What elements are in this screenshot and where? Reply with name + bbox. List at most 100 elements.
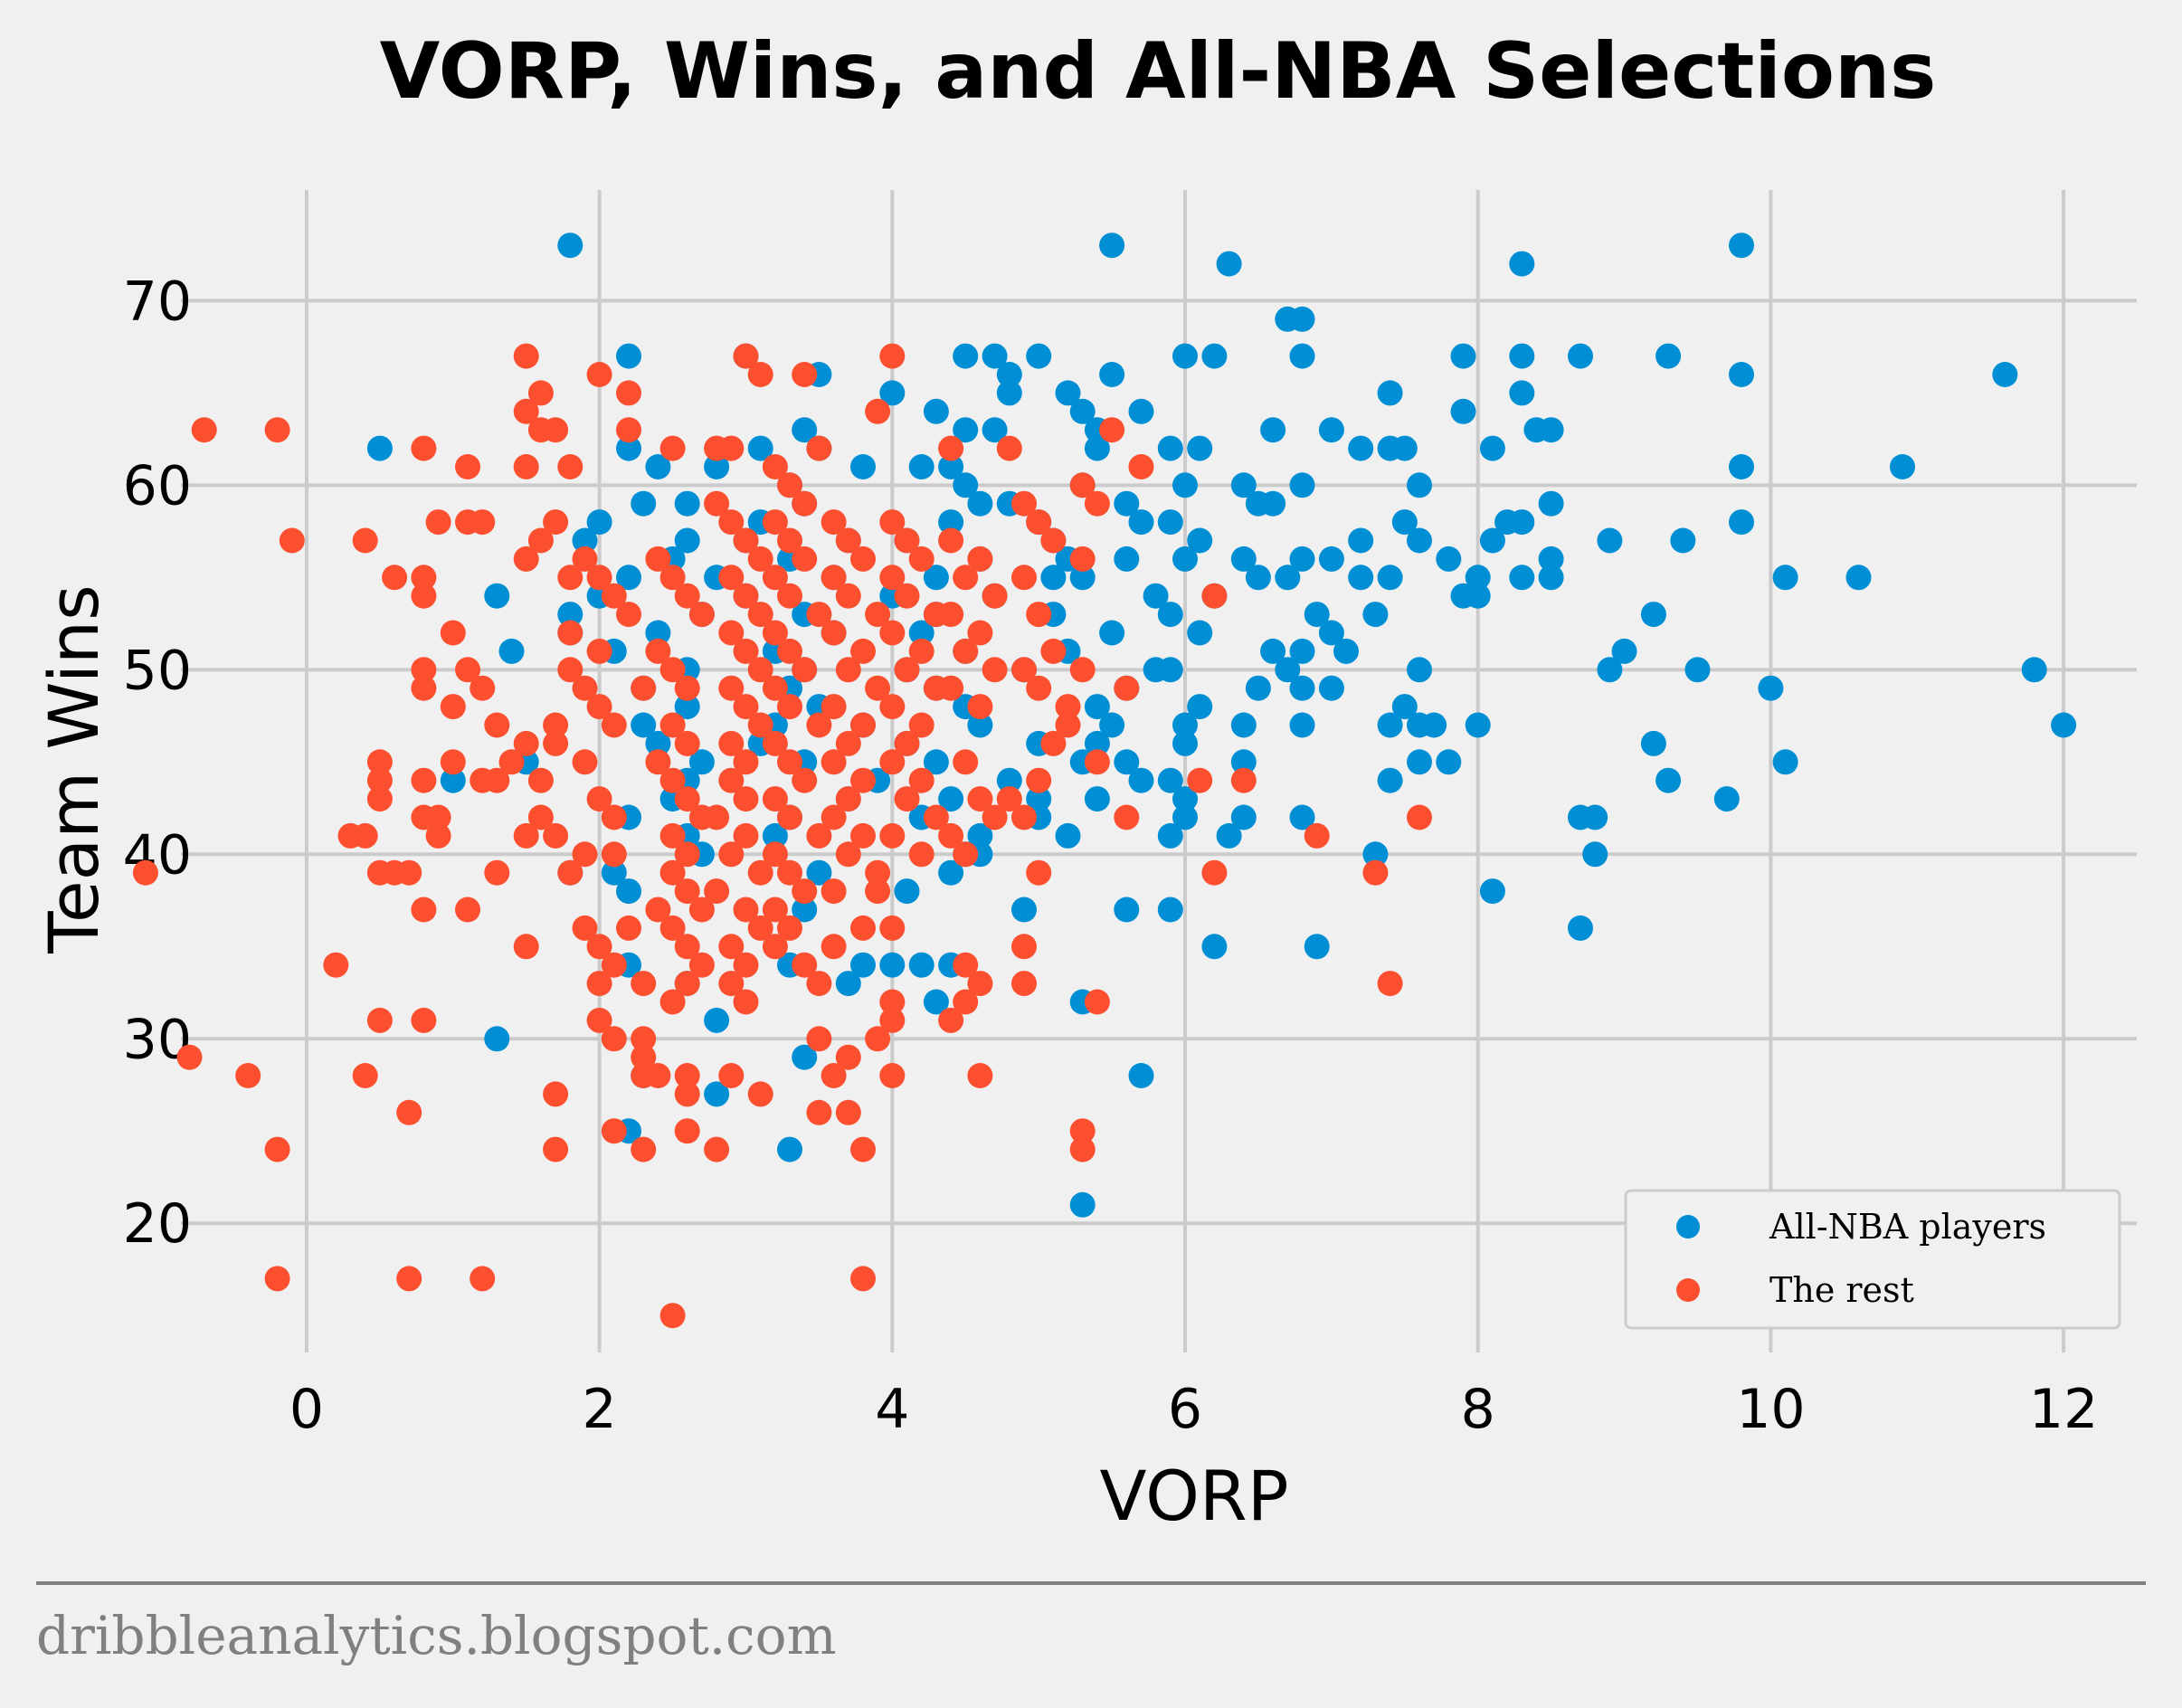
scatter-point	[1069, 472, 1096, 498]
scatter-point	[1011, 565, 1037, 591]
scatter-point	[586, 934, 612, 960]
scatter-point	[1011, 657, 1037, 683]
scatter-point	[455, 454, 480, 479]
scatter-point	[908, 767, 934, 793]
scatter-point	[616, 915, 641, 941]
scatter-point	[1128, 509, 1154, 536]
scatter-point	[352, 822, 378, 849]
scatter-point	[1377, 767, 1403, 793]
scatter-point	[1377, 565, 1403, 591]
scatter-point	[718, 767, 745, 793]
scatter-point	[366, 435, 393, 461]
scatter-point	[821, 934, 847, 960]
scatter-point	[1890, 454, 1915, 479]
scatter-point	[762, 730, 788, 756]
scatter-point	[1011, 934, 1037, 960]
scatter-point	[557, 657, 583, 683]
scatter-point	[513, 546, 539, 572]
scatter-point	[879, 1007, 906, 1033]
scatter-point	[850, 1266, 876, 1292]
scatter-point	[879, 749, 906, 775]
y-tick-label: 50	[123, 639, 192, 702]
scatter-point	[1187, 620, 1213, 646]
scatter-point	[908, 952, 934, 978]
scatter-point	[762, 841, 788, 868]
scatter-point	[821, 1063, 847, 1088]
scatter-point	[982, 657, 1008, 683]
scatter-point	[1187, 694, 1213, 720]
scatter-point	[659, 712, 686, 738]
scatter-point	[908, 454, 934, 479]
scatter-point	[894, 657, 920, 683]
scatter-point	[513, 454, 539, 479]
scatter-point	[777, 583, 802, 609]
scatter-point	[484, 583, 510, 609]
scatter-point	[821, 749, 847, 775]
y-tick-label: 70	[123, 270, 192, 333]
scatter-point	[835, 730, 861, 756]
scatter-point	[762, 897, 788, 923]
scatter-point	[323, 952, 349, 978]
scatter-point	[1289, 546, 1315, 572]
scatter-point	[470, 675, 496, 701]
scatter-point	[1040, 638, 1067, 664]
scatter-point	[527, 804, 554, 830]
scatter-point	[631, 971, 657, 997]
scatter-point	[586, 565, 612, 591]
scatter-point	[835, 841, 861, 868]
scatter-point	[1157, 657, 1183, 683]
scatter-point	[1069, 1191, 1096, 1218]
scatter-point	[1230, 804, 1257, 830]
scatter-point	[1157, 435, 1183, 461]
scatter-point	[1099, 362, 1125, 387]
scatter-point	[1069, 398, 1096, 424]
scatter-point	[747, 657, 773, 683]
scatter-point	[586, 638, 612, 664]
scatter-point	[865, 602, 891, 628]
scatter-point	[1304, 934, 1330, 960]
scatter-point	[645, 546, 671, 572]
scatter-point	[1684, 657, 1711, 683]
scatter-point	[1040, 527, 1067, 554]
scatter-point	[1084, 730, 1110, 756]
scatter-point	[923, 749, 949, 775]
scatter-point	[1099, 620, 1125, 646]
scatter-point	[484, 1026, 510, 1052]
scatter-point	[879, 989, 906, 1015]
scatter-point	[1201, 859, 1228, 886]
scatter-point	[879, 694, 906, 720]
scatter-point	[1172, 786, 1198, 812]
scatter-point	[1084, 694, 1110, 720]
scatter-point	[411, 435, 437, 461]
scatter-point	[674, 1063, 700, 1088]
scatter-point	[586, 786, 612, 812]
scatter-point	[659, 1303, 686, 1329]
scatter-point	[821, 620, 847, 646]
scatter-point	[1289, 638, 1315, 664]
scatter-point	[688, 897, 715, 923]
scatter-point	[1230, 767, 1257, 793]
scatter-point	[704, 1136, 730, 1162]
scatter-point	[440, 749, 466, 775]
scatter-point	[513, 343, 539, 369]
scatter-point	[850, 638, 876, 664]
scatter-point	[1245, 565, 1271, 591]
scatter-point	[1729, 362, 1754, 387]
scatter-point	[631, 712, 657, 738]
scatter-point	[1230, 712, 1257, 738]
scatter-point	[733, 694, 759, 720]
scatter-point	[279, 527, 305, 554]
scatter-point	[1758, 675, 1784, 701]
scatter-point	[806, 435, 832, 461]
scatter-point	[806, 859, 832, 886]
scatter-point	[835, 971, 861, 997]
scatter-point	[631, 1044, 657, 1070]
scatter-point	[806, 1099, 832, 1125]
scatter-point	[1421, 712, 1447, 738]
scatter-point	[1157, 602, 1183, 628]
scatter-point	[1289, 472, 1315, 498]
scatter-point	[850, 1136, 876, 1162]
scatter-point	[1026, 509, 1052, 536]
scatter-point	[1509, 251, 1535, 277]
